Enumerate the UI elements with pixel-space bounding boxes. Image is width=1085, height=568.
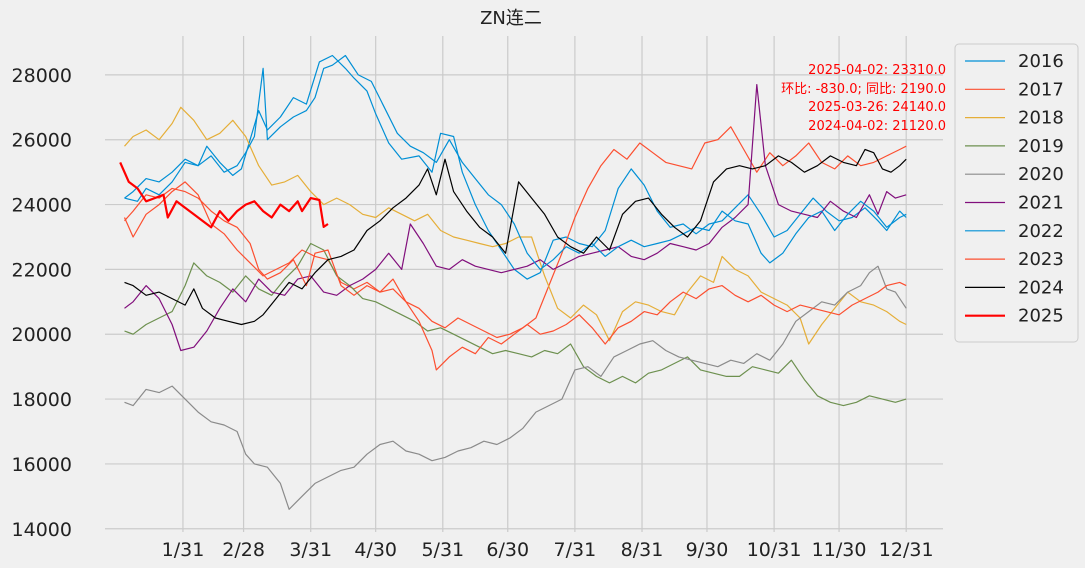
y-tick-label: 28000 bbox=[12, 65, 72, 87]
y-tick-label: 18000 bbox=[12, 389, 72, 411]
x-axis: 1/31 2/28 3/31 4/30 5/31 6/30 7/31 8/31 9/30 10/3… bbox=[162, 539, 934, 561]
legend-label-2024: 2024 bbox=[1018, 277, 1064, 298]
x-tick-label: 12/31 bbox=[879, 539, 934, 561]
x-tick-label: 5/31 bbox=[421, 539, 464, 561]
series-line-2021 bbox=[124, 84, 907, 352]
y-axis: 14000 16000 18000 20000 22000 24000 26000 28000 bbox=[12, 65, 72, 541]
legend-label-2022: 2022 bbox=[1018, 221, 1064, 242]
x-tick-label: 3/31 bbox=[289, 539, 332, 561]
series-line-2020 bbox=[124, 265, 907, 510]
y-tick-label: 14000 bbox=[12, 519, 72, 541]
series-line-2025 bbox=[119, 161, 329, 229]
legend-label-2021: 2021 bbox=[1018, 193, 1064, 214]
x-tick-label: 4/30 bbox=[354, 539, 397, 561]
x-tick-label: 8/31 bbox=[621, 539, 664, 561]
y-tick-label: 26000 bbox=[12, 130, 72, 152]
y-tick-label: 24000 bbox=[12, 195, 72, 217]
legend-label-2019: 2019 bbox=[1018, 136, 1064, 157]
annotation-line-4: 2024-04-02: 21120.0 bbox=[808, 119, 946, 134]
series-line-2017 bbox=[123, 126, 907, 339]
y-tick-label: 22000 bbox=[12, 259, 72, 281]
series-line-2024 bbox=[124, 148, 907, 326]
annotation-line-2: 环比: -830.0; 同比: 2190.0 bbox=[781, 82, 946, 97]
series-group bbox=[119, 54, 907, 510]
legend: 2016 2017 2018 2019 2020 2021 2022 2023 2024 2025 bbox=[954, 43, 1079, 343]
x-tick-label: 2/28 bbox=[222, 539, 265, 561]
grid bbox=[105, 36, 943, 532]
series-line-2018 bbox=[124, 106, 907, 345]
y-tick-label: 16000 bbox=[12, 454, 72, 476]
legend-box bbox=[954, 43, 1079, 343]
series-line-2019 bbox=[124, 242, 907, 407]
series-line-2023 bbox=[124, 187, 907, 371]
legend-label-2023: 2023 bbox=[1018, 249, 1064, 270]
series-line-2022 bbox=[124, 54, 907, 270]
x-tick-label: 9/30 bbox=[686, 539, 729, 561]
annotation-line-3: 2025-03-26: 24140.0 bbox=[808, 100, 946, 115]
x-tick-label: 6/30 bbox=[486, 539, 529, 561]
annotation-line-1: 2025-04-02: 23310.0 bbox=[808, 63, 946, 78]
y-tick-label: 20000 bbox=[12, 324, 72, 346]
legend-label-2020: 2020 bbox=[1018, 164, 1064, 185]
x-tick-label: 10/31 bbox=[747, 539, 802, 561]
legend-label-2017: 2017 bbox=[1018, 79, 1064, 100]
x-tick-label: 11/30 bbox=[812, 539, 867, 561]
x-tick-label: 1/31 bbox=[162, 539, 205, 561]
legend-label-2018: 2018 bbox=[1018, 108, 1064, 129]
legend-label-2025: 2025 bbox=[1018, 306, 1064, 327]
x-tick-label: 7/31 bbox=[554, 539, 597, 561]
annotation-block: 2025-04-02: 23310.0 环比: -830.0; 同比: 2190… bbox=[781, 63, 946, 134]
chart-title: ZN连二 bbox=[480, 8, 542, 29]
legend-label-2016: 2016 bbox=[1018, 51, 1064, 72]
